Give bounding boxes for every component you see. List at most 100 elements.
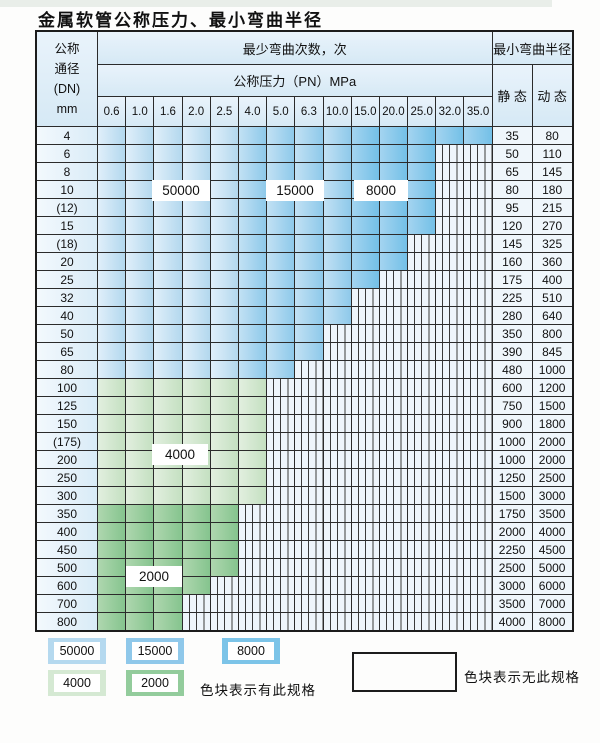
- spec-cell: [267, 307, 295, 324]
- no-spec-cell: [351, 397, 379, 414]
- static-radius-cell: 80: [492, 181, 532, 198]
- spec-cell: [98, 613, 126, 630]
- no-spec-cell: [351, 541, 379, 558]
- no-spec-cell: [351, 469, 379, 486]
- spec-cell: [126, 469, 154, 486]
- spec-cell: [210, 559, 238, 576]
- no-spec-cell: [408, 397, 436, 414]
- spec-cell: [267, 343, 295, 360]
- no-spec-cell: [464, 199, 492, 216]
- spec-cell: [323, 217, 351, 234]
- static-radius-cell: 350: [492, 325, 532, 342]
- no-spec-cell: [351, 433, 379, 450]
- static-radius-cell: 4000: [492, 613, 532, 630]
- spec-cell: [238, 451, 267, 468]
- no-spec-cell: [464, 217, 492, 234]
- legend-swatch-2000: 2000: [126, 670, 184, 696]
- no-spec-cell: [182, 613, 210, 630]
- no-spec-cell: [436, 559, 464, 576]
- spec-cell: [98, 271, 126, 288]
- no-spec-cell: [464, 595, 492, 612]
- no-spec-cell: [267, 487, 295, 504]
- no-spec-cell: [323, 541, 351, 558]
- no-spec-cell: [379, 505, 408, 522]
- no-spec-cell: [464, 379, 492, 396]
- spec-cell: [126, 397, 154, 414]
- no-spec-cell: [351, 361, 379, 378]
- no-spec-cell: [408, 307, 436, 324]
- no-spec-cell: [464, 253, 492, 270]
- spec-cell: [98, 451, 126, 468]
- spec-cell: [126, 433, 154, 450]
- spec-cell: [267, 289, 295, 306]
- no-spec-cell: [295, 595, 323, 612]
- no-spec-cell: [267, 559, 295, 576]
- no-spec-cell: [408, 433, 436, 450]
- legend-swatch-value: 8000: [228, 642, 274, 660]
- spec-cell: [126, 541, 154, 558]
- spec-cell: [98, 397, 126, 414]
- no-spec-cell: [267, 577, 295, 594]
- no-spec-cell: [267, 541, 295, 558]
- no-spec-cell: [436, 541, 464, 558]
- dynamic-radius-cell: 4000: [532, 523, 572, 540]
- legend-swatch-8000: 8000: [222, 638, 280, 664]
- spec-cell: [351, 199, 379, 216]
- spec-cell: [154, 307, 182, 324]
- spec-cell: [182, 415, 210, 432]
- spec-cell: [267, 235, 295, 252]
- dynamic-radius-cell: 400: [532, 271, 572, 288]
- spec-cell: [295, 163, 323, 180]
- no-spec-cell: [464, 235, 492, 252]
- static-radius-cell: 175: [492, 271, 532, 288]
- legend-swatch-value: 2000: [132, 674, 178, 692]
- spec-cell: [98, 145, 126, 162]
- no-spec-cell: [436, 361, 464, 378]
- no-spec-cell: [379, 379, 408, 396]
- spec-cell: [210, 379, 238, 396]
- no-spec-cell: [379, 613, 408, 630]
- spec-cell: [210, 433, 238, 450]
- spec-cell: [182, 343, 210, 360]
- no-spec-cell: [436, 217, 464, 234]
- spec-cell: [126, 379, 154, 396]
- no-spec-cell: [267, 433, 295, 450]
- dynamic-header: 动 态: [532, 65, 572, 126]
- no-spec-cell: [379, 325, 408, 342]
- spec-cell: [210, 397, 238, 414]
- no-spec-cell: [267, 523, 295, 540]
- dynamic-radius-cell: 4500: [532, 541, 572, 558]
- spec-cell: [408, 217, 436, 234]
- no-spec-cell: [238, 505, 267, 522]
- spec-cell: [126, 505, 154, 522]
- no-spec-cell: [323, 397, 351, 414]
- static-radius-cell: 1750: [492, 505, 532, 522]
- dynamic-radius-cell: 510: [532, 289, 572, 306]
- spec-cell: [238, 397, 267, 414]
- spec-cell: [98, 181, 126, 198]
- spec-cell: [379, 127, 408, 144]
- spec-cell: [210, 253, 238, 270]
- no-spec-cell: [379, 523, 408, 540]
- spec-cell: [98, 289, 126, 306]
- spec-cell: [126, 523, 154, 540]
- spec-cell: [238, 415, 267, 432]
- pressure-value-header: 1.0: [126, 97, 154, 126]
- static-radius-cell: 3500: [492, 595, 532, 612]
- spec-cell: [267, 199, 295, 216]
- spec-cell: [98, 361, 126, 378]
- spec-cell: [351, 253, 379, 270]
- dn-cell: 10: [37, 181, 97, 198]
- no-spec-cell: [351, 325, 379, 342]
- no-spec-cell: [408, 523, 436, 540]
- no-spec-cell: [436, 451, 464, 468]
- no-spec-cell: [267, 415, 295, 432]
- cycles-label-2000: 2000: [126, 566, 182, 587]
- no-spec-cell: [295, 433, 323, 450]
- no-spec-cell: [238, 559, 267, 576]
- no-spec-cell: [408, 487, 436, 504]
- pressure-value-header: 35.0: [464, 97, 492, 126]
- spec-cell: [154, 271, 182, 288]
- no-spec-cell: [295, 469, 323, 486]
- static-radius-cell: 280: [492, 307, 532, 324]
